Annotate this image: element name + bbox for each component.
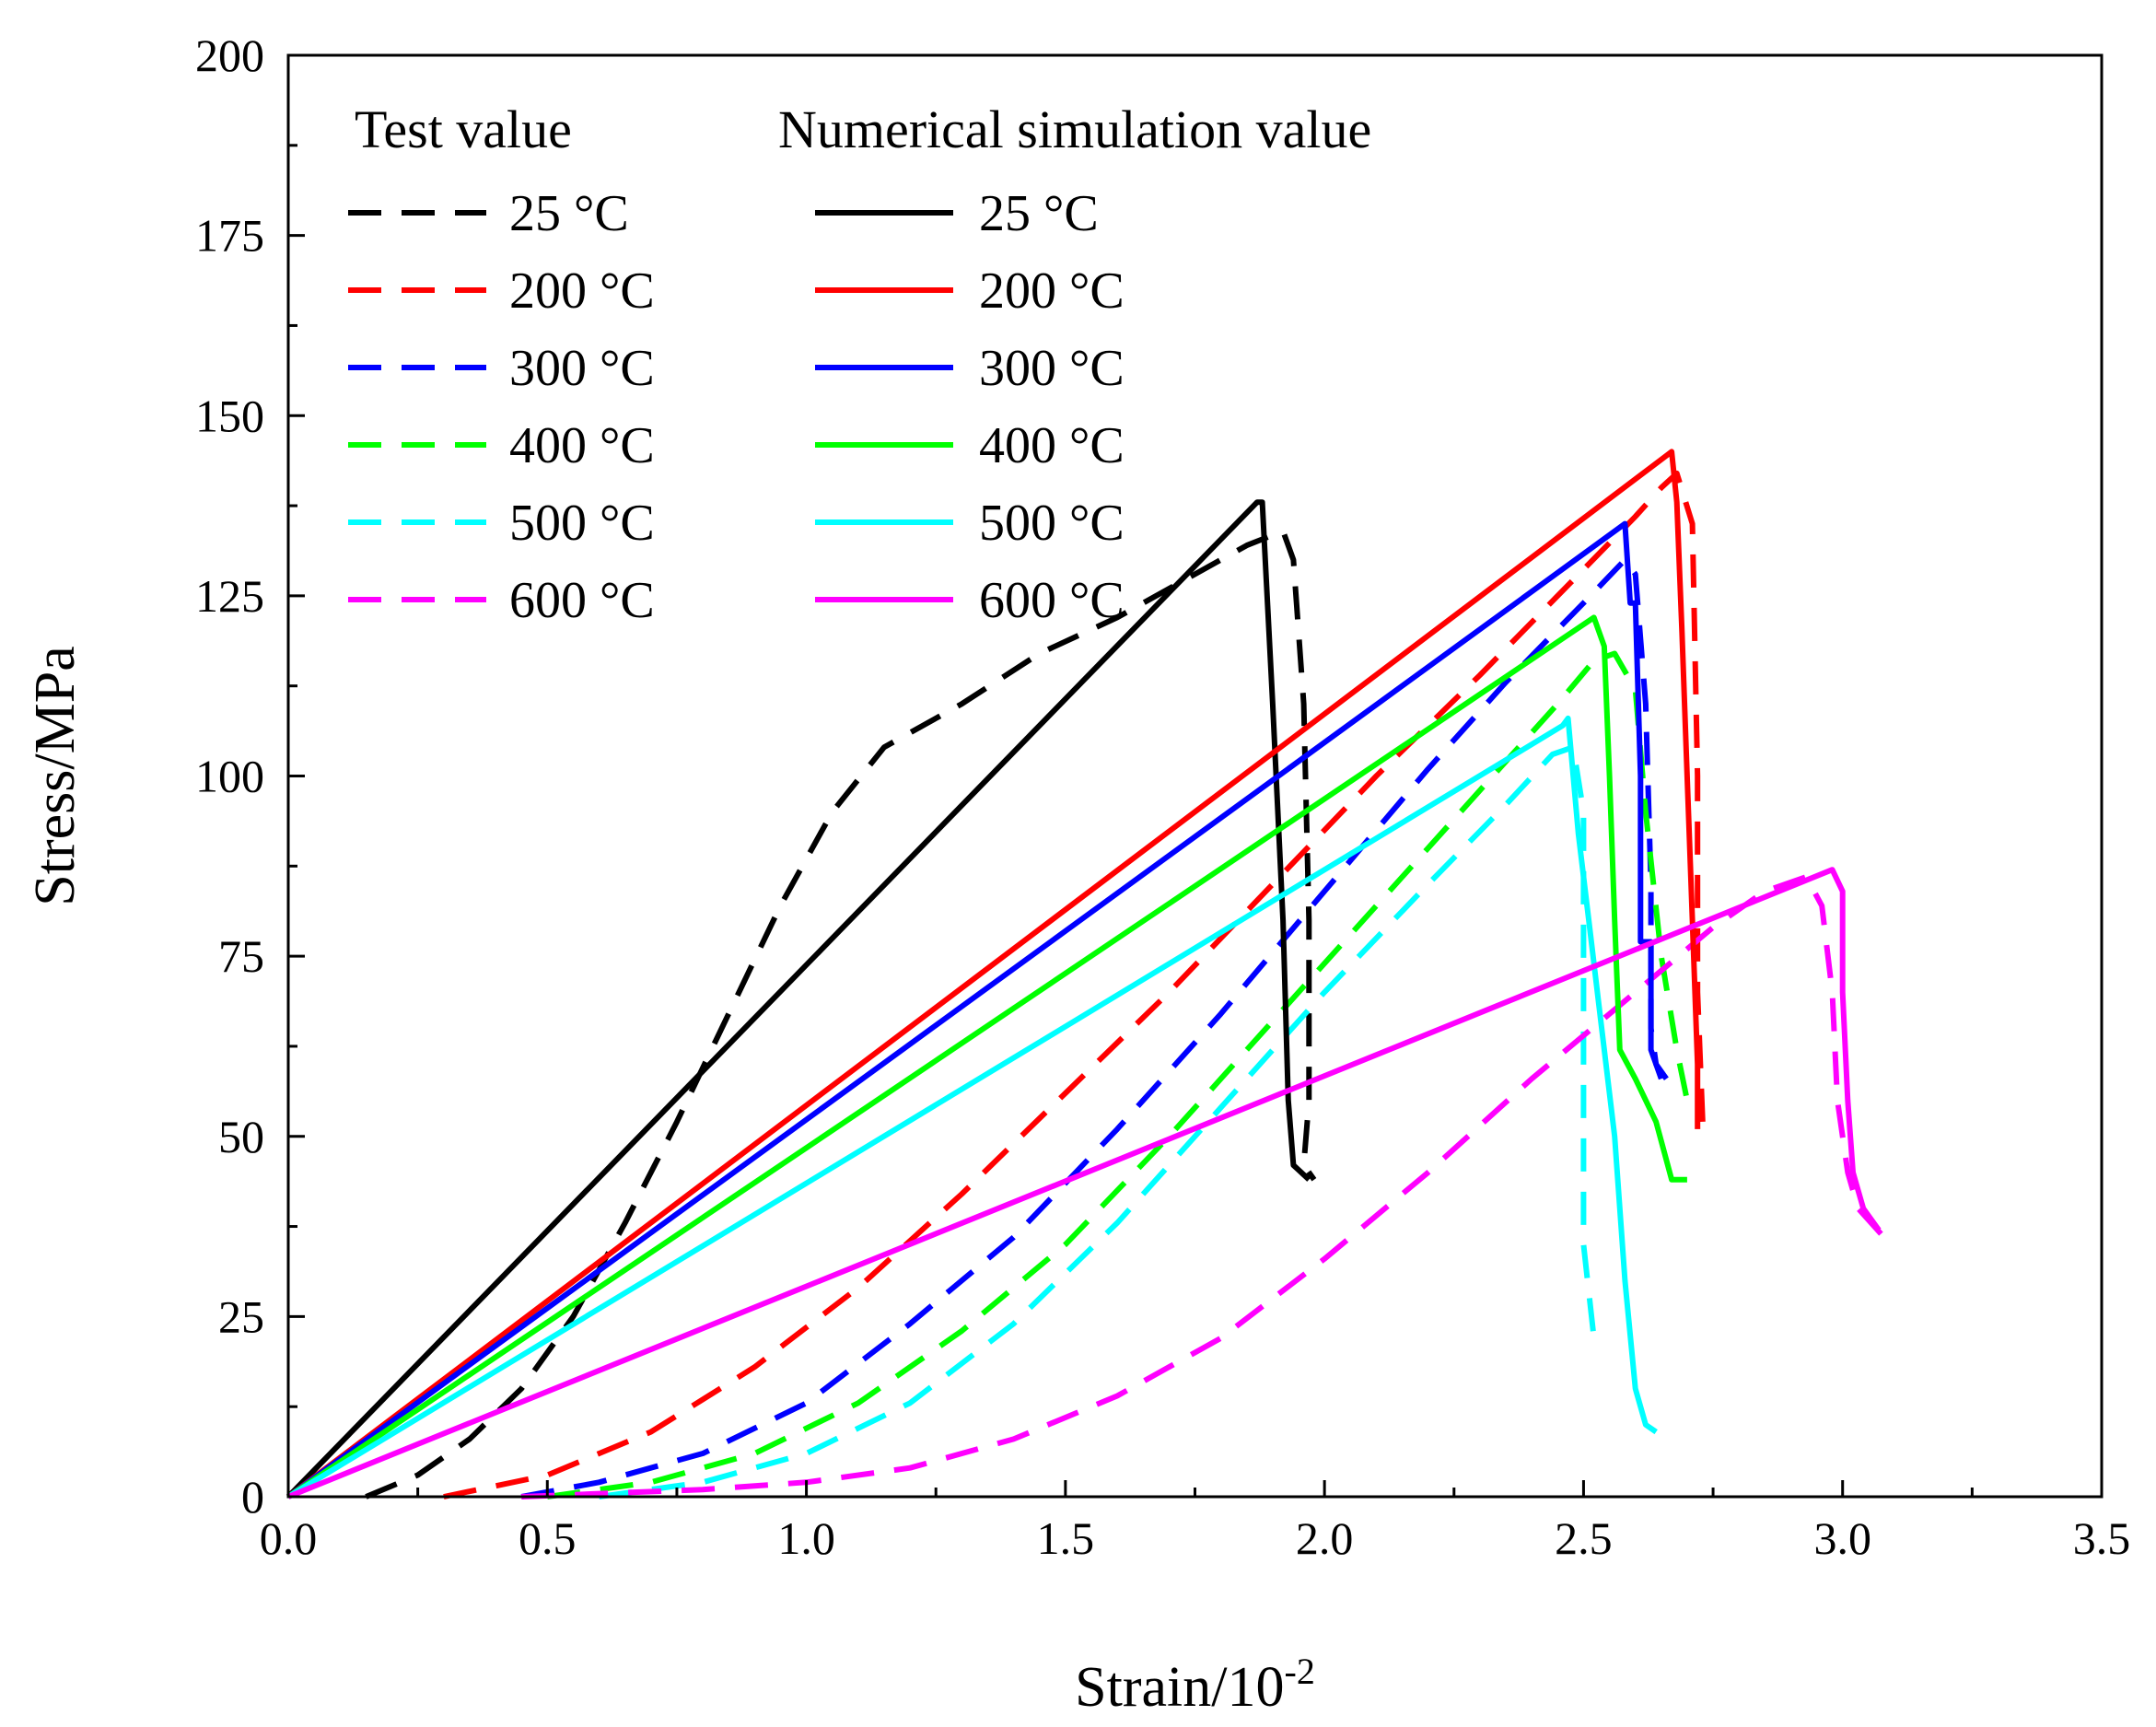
x-tick-label: 3.0 [1813, 1512, 1871, 1564]
x-tick-label: 0.5 [519, 1512, 577, 1564]
series-line-sim-200c [286, 449, 1701, 1499]
legend-label-test-25c: 25 °C [509, 185, 629, 242]
y-tick-label: 25 [218, 1290, 264, 1342]
y-axis-title: Stress/MPa [24, 646, 87, 905]
series-line-test-500c [599, 744, 1597, 1499]
series-line-sim-25c [286, 499, 1311, 1499]
legend-label-test-200c: 200 °C [509, 263, 655, 320]
series-line-test-300c [520, 556, 1669, 1499]
series-line-sim-600c [286, 867, 1882, 1499]
x-tick-label: 0.0 [260, 1512, 318, 1564]
legend-label-sim-600c: 600 °C [979, 572, 1125, 629]
y-tick-label: 150 [195, 390, 264, 441]
y-tick-label: 175 [195, 210, 264, 262]
x-axis-title: Strain/10-2 [1075, 1651, 1315, 1719]
series-line-test-400c [546, 650, 1696, 1499]
legend-label-sim-400c: 400 °C [979, 417, 1125, 474]
legend-heading-test-value: Test value [355, 99, 572, 159]
series-line-test-25c [365, 528, 1317, 1499]
legend-heading-simulation-value: Numerical simulation value [778, 99, 1371, 159]
legend-label-test-300c: 300 °C [509, 340, 655, 397]
y-tick-label: 0 [241, 1471, 264, 1523]
x-tick-label: 2.0 [1296, 1512, 1354, 1564]
series-line-sim-500c [286, 715, 1658, 1499]
y-tick-label: 125 [195, 570, 264, 622]
x-tick-label: 3.5 [2073, 1512, 2131, 1564]
y-tick-label: 75 [218, 930, 264, 982]
x-axis-title-exponent: -2 [1285, 1651, 1315, 1692]
ticks-layer: 0.0 0.5 1.0 1.5 2.0 2.5 3.0 3.5 0 25 50 75 100 125 150… [195, 29, 2130, 1564]
series-line-test-200c [443, 470, 1715, 1499]
x-tick-label: 1.5 [1037, 1512, 1095, 1564]
legend-label-sim-500c: 500 °C [979, 495, 1125, 552]
series-line-sim-300c [286, 520, 1664, 1499]
series-line-sim-400c [286, 614, 1687, 1499]
legend: Test value Numerical simulation value 25… [348, 99, 1371, 629]
x-tick-label: 1.0 [777, 1512, 835, 1564]
series-layer [286, 449, 1886, 1499]
legend-label-sim-25c: 25 °C [979, 185, 1099, 242]
y-tick-label: 50 [218, 1111, 264, 1162]
legend-label-test-500c: 500 °C [509, 495, 655, 552]
x-axis-title-base: Strain/10 [1075, 1656, 1284, 1719]
x-tick-label: 2.5 [1555, 1512, 1613, 1564]
legend-label-test-400c: 400 °C [509, 417, 655, 474]
series-line-test-600c [521, 874, 1886, 1499]
legend-label-test-600c: 600 °C [509, 572, 655, 629]
y-tick-label: 200 [195, 29, 264, 81]
legend-label-sim-200c: 200 °C [979, 263, 1125, 320]
legend-label-sim-300c: 300 °C [979, 340, 1125, 397]
y-tick-label: 100 [195, 751, 264, 802]
